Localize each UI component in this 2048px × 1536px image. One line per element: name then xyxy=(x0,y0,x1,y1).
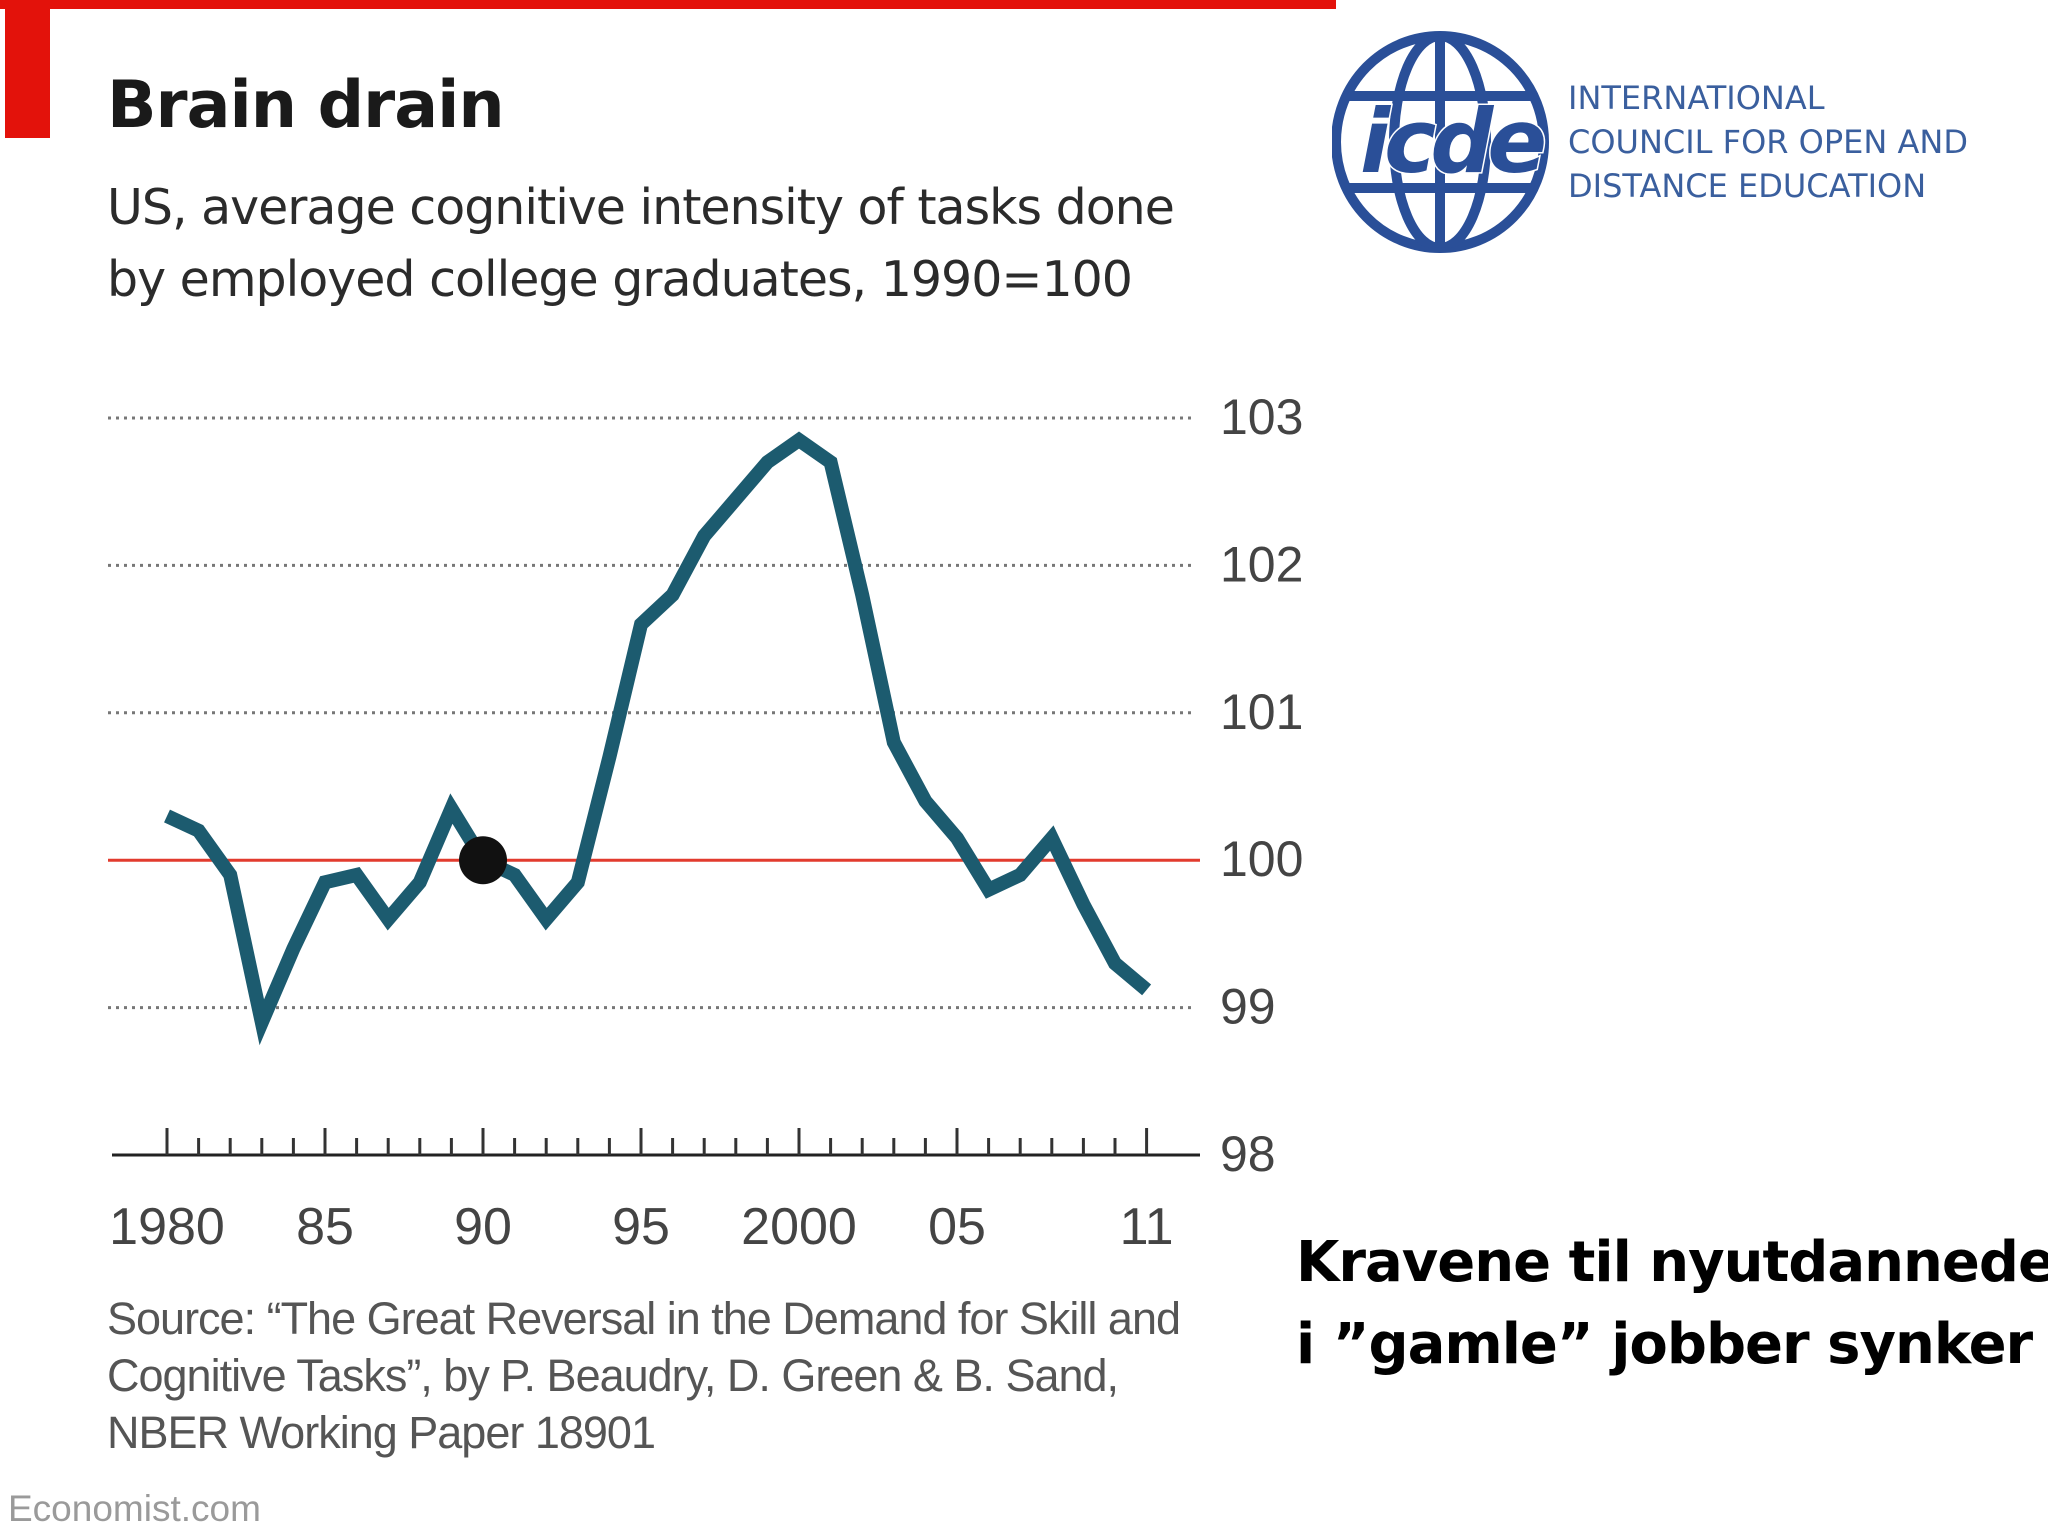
y-tick-label: 101 xyxy=(1220,684,1303,740)
top-red-rule xyxy=(0,0,1336,9)
source-line: Source: “The Great Reversal in the Deman… xyxy=(107,1293,1181,1344)
subtitle-line: US, average cognitive intensity of tasks… xyxy=(107,179,1175,236)
y-tick-label: 103 xyxy=(1220,389,1303,445)
x-tick-label: 90 xyxy=(454,1198,512,1256)
chart-title: Brain drain xyxy=(107,68,505,143)
icde-logo-text: icde xyxy=(1360,90,1544,193)
caption-line: i ”gamle” jobber synker xyxy=(1296,1312,2033,1377)
organization-name: INTERNATIONAL COUNCIL FOR OPEN AND DISTA… xyxy=(1568,76,1968,208)
chart-subtitle: US, average cognitive intensity of tasks… xyxy=(107,172,1257,316)
y-tick-label: 98 xyxy=(1220,1126,1276,1182)
subtitle-line: by employed college graduates, 1990=100 xyxy=(107,251,1133,308)
y-tick-label: 102 xyxy=(1220,536,1303,592)
x-tick-label: 95 xyxy=(612,1198,670,1256)
source-line: Cognitive Tasks”, by P. Beaudry, D. Gree… xyxy=(107,1350,1119,1401)
x-tick-label: 1980 xyxy=(109,1198,225,1256)
source-note: Source: “The Great Reversal in the Deman… xyxy=(107,1290,1257,1461)
red-tab-marker xyxy=(5,9,50,138)
y-tick-label: 99 xyxy=(1220,979,1276,1035)
economist-credit: Economist.com xyxy=(8,1488,261,1529)
org-line: INTERNATIONAL xyxy=(1568,79,1825,117)
source-line: NBER Working Paper 18901 xyxy=(107,1407,656,1458)
y-tick-label: 100 xyxy=(1220,831,1303,887)
x-tick-label: 11 xyxy=(1120,1198,1174,1256)
org-line: COUNCIL FOR OPEN AND xyxy=(1568,123,1968,161)
slide-caption: Kravene til nyutdannede i ”gamle” jobber… xyxy=(1296,1222,2048,1386)
x-tick-label: 05 xyxy=(928,1198,986,1256)
base-year-marker xyxy=(459,836,507,885)
icde-globe-logo: icde xyxy=(1332,31,1552,253)
x-tick-label: 2000 xyxy=(741,1198,857,1256)
caption-line: Kravene til nyutdannede xyxy=(1296,1230,2048,1295)
series-line xyxy=(164,431,1152,1046)
org-line: DISTANCE EDUCATION xyxy=(1568,167,1927,205)
x-tick-label: 85 xyxy=(296,1198,354,1256)
